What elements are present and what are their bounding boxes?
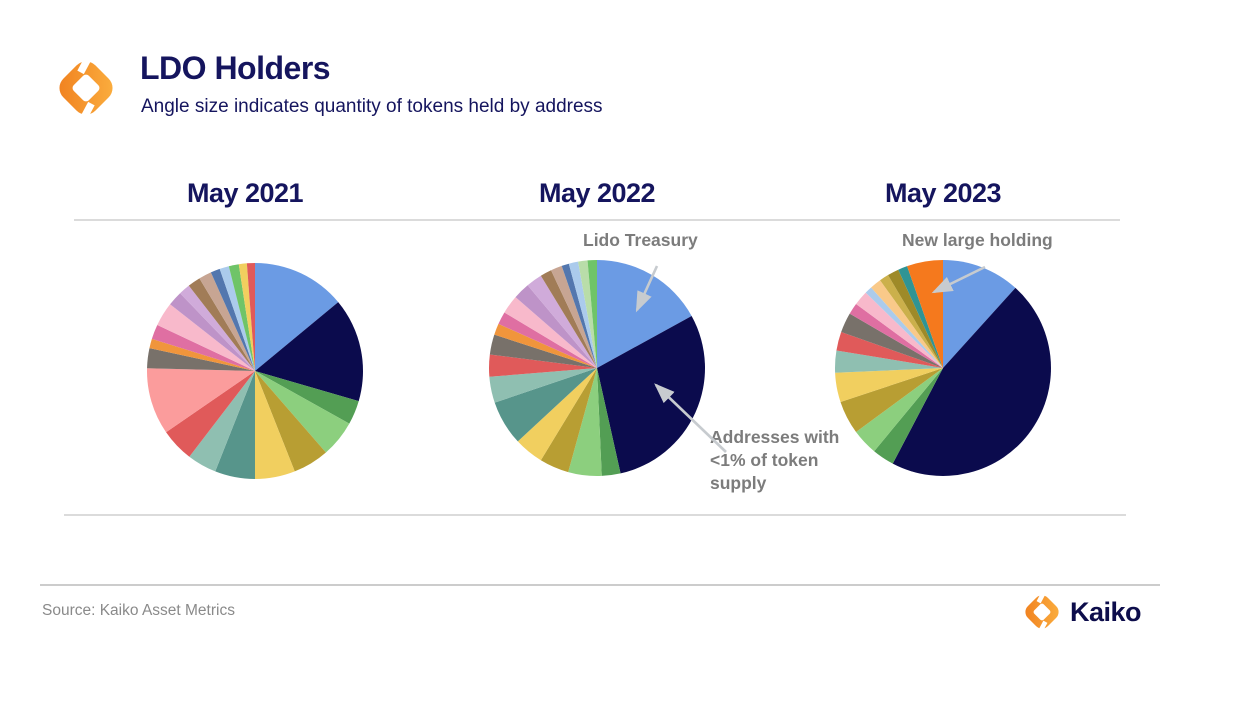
pie-slice-lightgreen	[255, 371, 350, 453]
pie-slice-steelblue	[561, 263, 597, 368]
pie-slice-plum	[170, 293, 255, 371]
pie-slice-green2	[587, 260, 597, 368]
annotation-small-holders: Addresses with <1% of token supply	[710, 427, 840, 494]
pie-slice-lavender	[527, 275, 597, 368]
pie-slice-red	[166, 371, 255, 457]
annotation-lido-treasury: Lido Treasury	[583, 230, 698, 250]
pie-slice-lido-treasury	[597, 260, 692, 368]
pie-slice-lightpink	[856, 292, 943, 368]
pie-slice-navy	[255, 302, 363, 402]
pie-slice-khaki	[840, 368, 943, 433]
pie-slice-brown	[540, 270, 597, 368]
pie-slice-red	[836, 332, 943, 368]
pie-slice-gray	[147, 348, 255, 371]
pie-slice-pink	[498, 312, 597, 368]
kaiko-logo-icon	[1025, 592, 1059, 632]
pie-slice-lightpink	[157, 304, 255, 371]
pie-slice-gray	[489, 334, 597, 368]
heading-may-2022: May 2022	[538, 178, 656, 208]
pie-slice-khaki	[540, 368, 597, 473]
pie-slice-yellow	[517, 368, 597, 461]
source-credit: Source: Kaiko Asset Metrics	[42, 602, 235, 619]
pie-slice-darkkhaki	[888, 269, 943, 368]
pie-slice-gray	[841, 313, 943, 368]
pie-slice-red	[246, 263, 255, 371]
pie-slice-green2	[228, 264, 255, 371]
pie-chart-may-2023	[834, 260, 1051, 476]
heading-may-2021: May 2021	[186, 178, 304, 208]
page-subtitle: Angle size indicates quantity of tokens …	[141, 96, 603, 117]
pie-slice-green	[874, 368, 943, 464]
pie-slice-seafoam	[834, 350, 943, 373]
pie-slice-yellow	[835, 368, 943, 403]
divider-footer	[40, 584, 1160, 586]
pie-slice-paleblue	[219, 266, 255, 371]
pie-slice-tan	[199, 272, 255, 371]
pie-slice-orange	[494, 323, 597, 368]
pie-slice-green	[597, 368, 621, 476]
kaiko-logo-icon	[59, 56, 113, 120]
pie-slice-lavender	[180, 285, 255, 371]
divider-bottom-of-charts	[64, 514, 1126, 516]
pie-chart-may-2022	[488, 260, 705, 477]
pie-slice-steelblue	[210, 268, 255, 371]
pie-slice-green	[255, 371, 359, 424]
pie-slice-palegreen	[578, 260, 597, 368]
pie-slice-red	[488, 354, 597, 377]
pie-slice-lightgreen	[856, 368, 943, 452]
divider-top	[74, 219, 1120, 221]
pie-slice-lightpink	[504, 297, 597, 368]
pie-slice-plum	[515, 285, 597, 368]
pie-slice-blue	[255, 263, 339, 371]
kaiko-wordmark: Kaiko	[1070, 596, 1142, 627]
pie-slice-teal	[494, 368, 597, 442]
pie-slice-lightgreen	[568, 368, 602, 477]
pie-slice-salmon	[146, 368, 255, 433]
pie-slice-seafoam	[189, 371, 255, 472]
pie-slice-seafoam	[489, 368, 597, 403]
pie-slice-addresses-with-1-of-token-supply	[892, 287, 1051, 476]
kaiko-brand: Kaiko	[1022, 592, 1142, 632]
pie-slice-paleblue	[568, 261, 597, 368]
pie-slice-peach	[871, 280, 943, 368]
pie-slice-paleblue	[865, 287, 943, 368]
heading-may-2023: May 2023	[884, 178, 1002, 208]
pie-slice-tealdark	[898, 266, 943, 368]
pie-slice-teal	[215, 371, 255, 479]
pie-slice-khaki	[255, 371, 326, 472]
pie-slice-gold	[880, 275, 943, 368]
page-title: LDO Holders	[140, 50, 331, 86]
pie-slice-pink	[849, 303, 943, 368]
pie-chart-may-2021	[146, 263, 363, 479]
pie-slice-yellow	[238, 263, 255, 371]
annotation-new-large-holding: New large holding	[902, 230, 1053, 250]
pie-slice-brown	[188, 278, 255, 371]
pie-slice-tan	[551, 265, 597, 368]
pie-slice-pink	[151, 325, 255, 371]
pie-slice-yellow	[255, 371, 295, 479]
pie-slice-orange	[149, 338, 255, 371]
